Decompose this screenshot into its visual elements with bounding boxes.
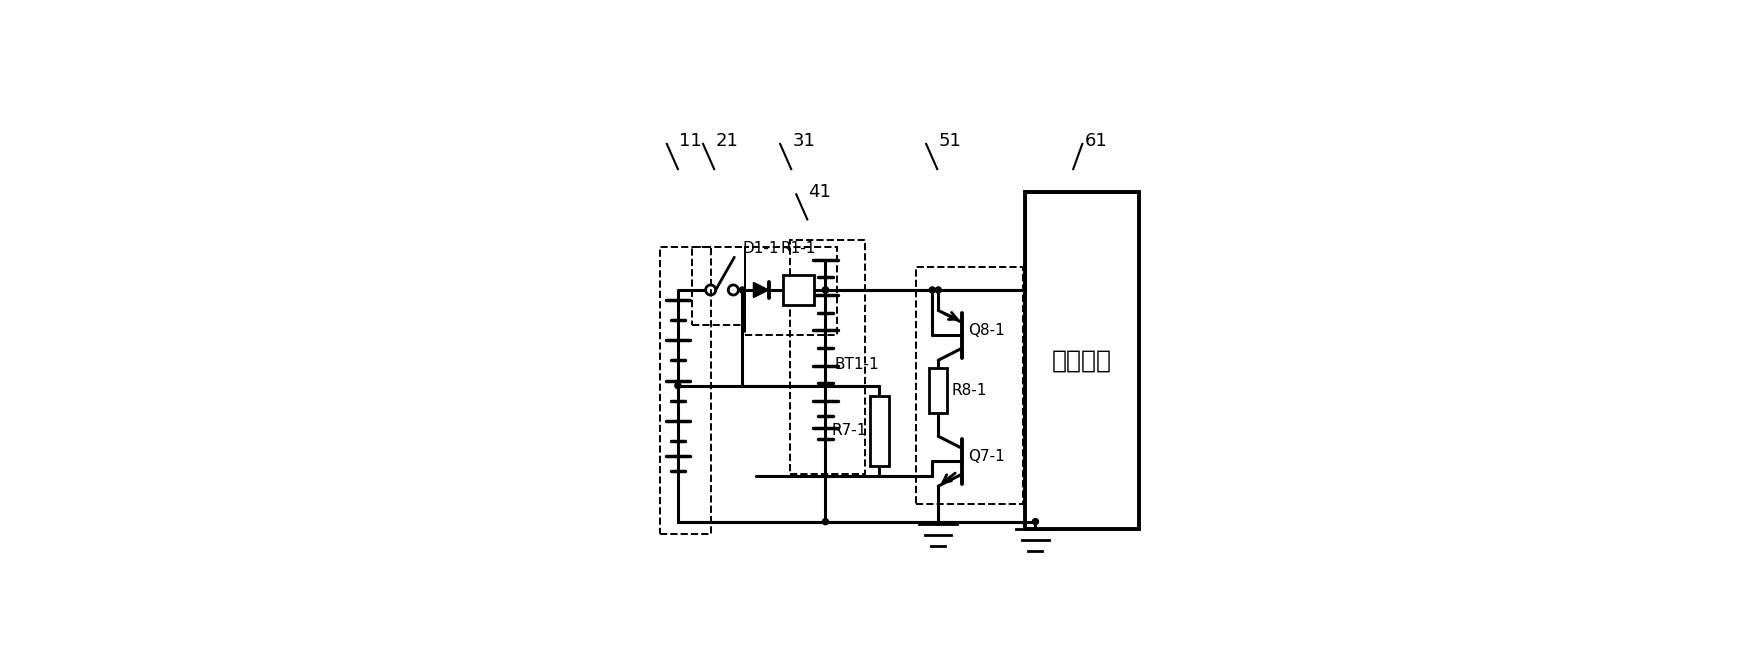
Bar	[692, 247, 744, 325]
Text: 31: 31	[792, 132, 815, 150]
Text: R7-1: R7-1	[832, 424, 868, 438]
Circle shape	[822, 519, 829, 525]
Text: 41: 41	[808, 182, 831, 201]
Text: Q7-1: Q7-1	[968, 449, 1005, 464]
Text: R8-1: R8-1	[952, 383, 987, 398]
Polygon shape	[753, 283, 769, 298]
Circle shape	[929, 287, 935, 293]
Circle shape	[739, 287, 746, 293]
Circle shape	[935, 287, 942, 293]
Text: 61: 61	[1084, 132, 1107, 150]
Text: 51: 51	[938, 132, 961, 150]
Bar	[790, 239, 864, 473]
Text: 后续电路: 后续电路	[1052, 349, 1112, 373]
Bar	[869, 396, 889, 466]
Bar	[660, 247, 711, 534]
Circle shape	[1033, 519, 1038, 525]
Bar	[915, 267, 1023, 504]
Text: D1-1: D1-1	[743, 241, 780, 256]
Circle shape	[822, 287, 829, 293]
Circle shape	[674, 383, 681, 388]
Bar	[744, 247, 836, 336]
Text: Q8-1: Q8-1	[968, 323, 1005, 337]
Text: BT1-1: BT1-1	[834, 357, 880, 371]
Text: 11: 11	[679, 132, 702, 150]
Circle shape	[822, 287, 829, 293]
Bar	[783, 275, 815, 305]
Text: 21: 21	[715, 132, 737, 150]
Bar	[929, 368, 947, 413]
Text: R1-1: R1-1	[781, 241, 817, 256]
Bar	[1026, 192, 1139, 529]
